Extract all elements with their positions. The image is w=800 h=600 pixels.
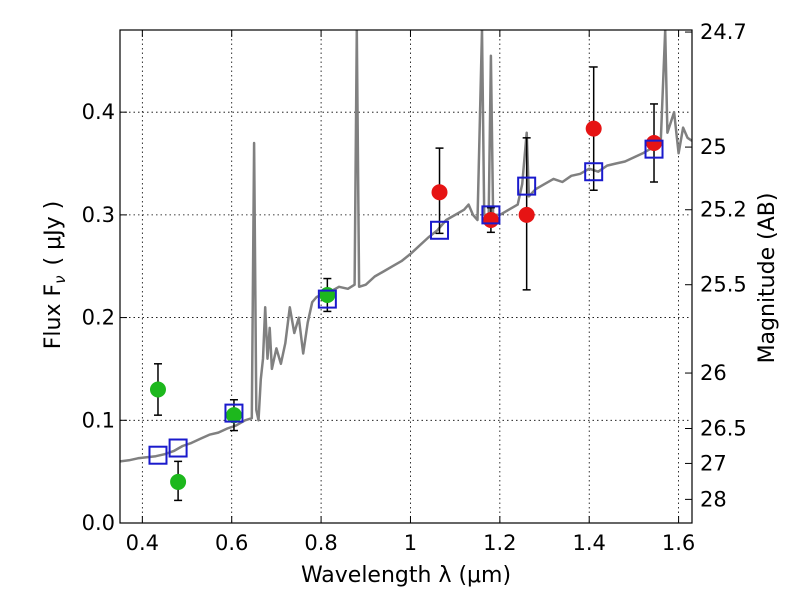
y-axis-label-main: Flux F: [41, 284, 66, 349]
x-tick-label: 1.2: [483, 531, 516, 555]
data-point-circle: [518, 206, 535, 223]
data-points-layer: [148, 66, 664, 502]
model-band-square: [317, 289, 337, 309]
x-tick-label: 1.4: [573, 531, 606, 555]
data-point-circle: [431, 184, 448, 201]
y2-tick-label: 25.5: [700, 273, 747, 297]
data-point-circle: [149, 381, 166, 398]
right-y-axis-label: Magnitude (AB): [755, 193, 780, 364]
y2-tick-label: 25: [700, 135, 727, 159]
data-point-circle: [225, 407, 242, 424]
plot-frame: [119, 29, 693, 524]
model-band-square: [517, 176, 537, 196]
model-band-square: [584, 162, 604, 182]
y-tick-label: 0.2: [82, 306, 115, 330]
y2-tick-label: 25.2: [700, 198, 747, 222]
model-band-square: [148, 445, 168, 465]
y-tick-label: 0.0: [82, 511, 115, 535]
model-band-square: [224, 403, 244, 423]
x-tick-label: 0.6: [215, 531, 248, 555]
data-point-circle: [482, 212, 499, 229]
data-point-circle: [585, 120, 602, 137]
y2-tick-label: 26.5: [700, 417, 747, 441]
y2-tick-label: 26: [700, 361, 727, 385]
model-band-square: [481, 205, 501, 225]
grid-lines: [120, 30, 692, 524]
model-band-square: [430, 220, 450, 240]
y-axis-label: Flux Fν ( μJy ): [41, 201, 69, 349]
tick-layer: 0.4 0.6 0.8 1 1.2 1.4 1.6 0.0 0.1 0.2 0.3 0.4 24.7 25…: [82, 20, 747, 555]
y-axis-label-subscript: ν: [51, 275, 69, 283]
x-tick-label: 0.4: [126, 531, 159, 555]
model-band-square: [168, 438, 188, 458]
y2-tick-label: 28: [700, 487, 727, 511]
x-tick-label: 1.6: [662, 531, 695, 555]
data-point-circle: [646, 134, 663, 151]
model-spectrum-line: [120, 30, 692, 463]
y-tick-label: 0.3: [82, 203, 115, 227]
y-tick-label: 0.1: [82, 408, 115, 432]
model-band-square: [644, 139, 664, 159]
model-spectrum-layer: [120, 30, 692, 463]
y2-tick-label: 24.7: [700, 20, 747, 44]
y-axis-label-unit: ( μJy ): [41, 201, 66, 266]
x-tick-label: 1: [404, 531, 417, 555]
y2-tick-label: 27: [700, 451, 727, 475]
x-axis-label: Wavelength λ (μm): [301, 563, 511, 588]
y-tick-label: 0.4: [82, 100, 115, 124]
x-tick-label: 0.8: [304, 531, 337, 555]
data-point-circle: [170, 473, 187, 490]
